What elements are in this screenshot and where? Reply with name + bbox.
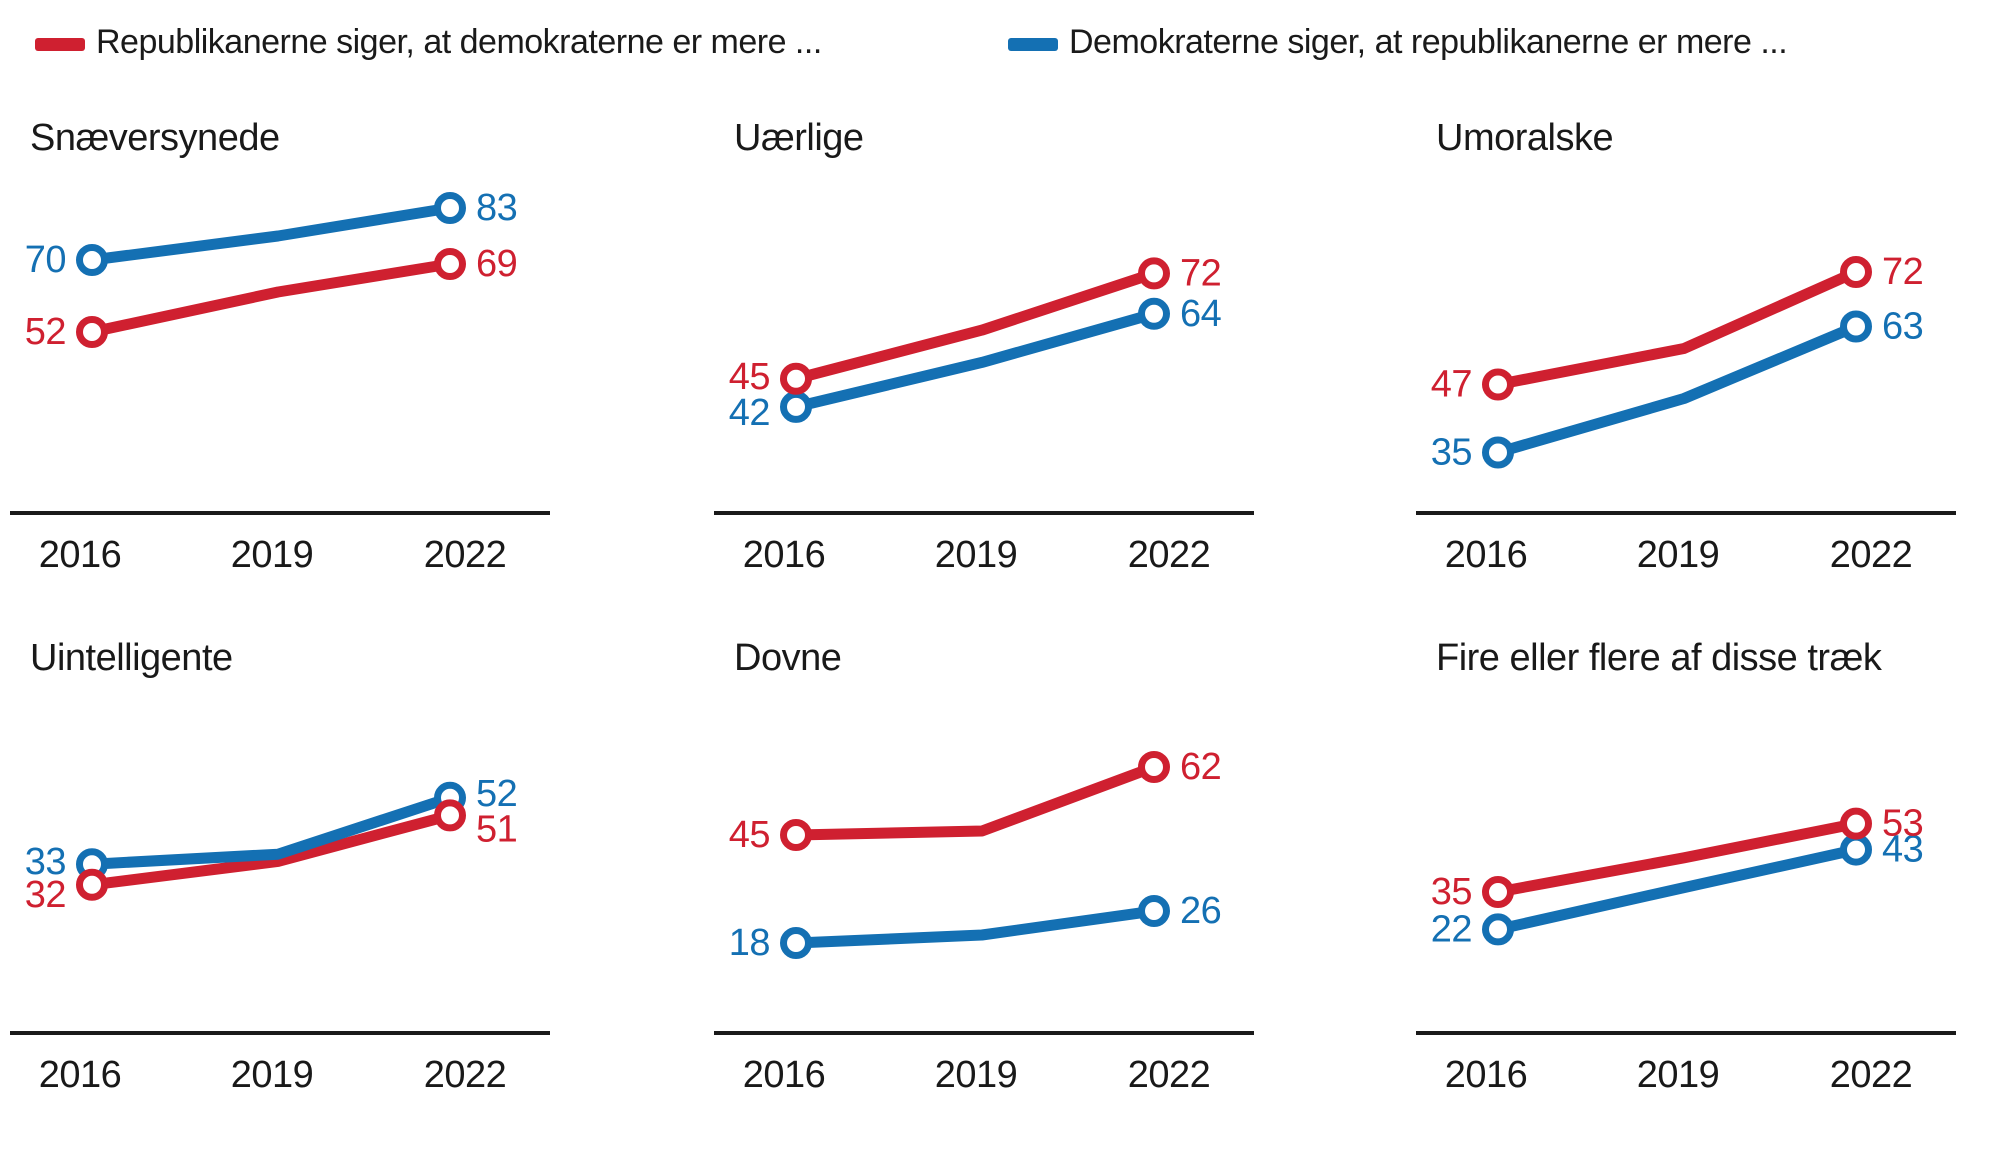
dem-marker-2022 [434, 192, 466, 224]
panel-title-umoralske: Umoralske [1436, 117, 1614, 159]
rep-marker-2022 [1840, 256, 1872, 288]
rep-line [86, 809, 456, 891]
rep-marker-2022 [1138, 751, 1170, 783]
rep-value-label-2022: 69 [476, 243, 517, 285]
rep-marker-2016 [76, 868, 108, 901]
dem-marker-2016 [1482, 913, 1514, 946]
rep-marker-2016 [76, 316, 108, 348]
panel-fire-eller-flere-af-disse-traek: Fire eller flere af disse træk 2016 2019 20… [1416, 615, 1971, 1135]
panel-title-uaerlige: Uærlige [734, 117, 864, 159]
x-tick-2022: 2022 [1128, 534, 1211, 576]
panel-chart-dovne: 2016 2019 2022 18 26 45 62 [714, 746, 1254, 1096]
dem-marker-2016 [76, 244, 108, 276]
dem-value-label-2016: 70 [25, 239, 66, 281]
rep-marker-2016 [1482, 368, 1514, 401]
dem-value-label-2016: 35 [1431, 432, 1472, 474]
panel-title-snaeversynede: Snæversynede [30, 117, 280, 159]
panel-chart-uintelligente: 2016 2019 2022 33 52 32 51 [10, 773, 550, 1096]
dem-marker-2022 [1138, 895, 1170, 927]
panel-title-fire-eller-flere-af-disse-traek: Fire eller flere af disse træk [1436, 637, 1882, 679]
dem-marker-2022 [1840, 310, 1872, 343]
dem-value-label-2016: 33 [25, 841, 66, 883]
rep-value-label-2022: 51 [476, 808, 517, 850]
panel-title-dovne: Dovne [734, 637, 842, 679]
dem-value-label-2016: 18 [729, 922, 770, 964]
x-tick-2016: 2016 [1445, 534, 1528, 576]
rep-value-label-2022: 72 [1882, 251, 1923, 293]
rep-marker-2022 [1138, 257, 1170, 290]
rep-line [790, 267, 1160, 385]
x-tick-2019: 2019 [231, 1054, 314, 1096]
dem-line [86, 792, 456, 870]
panel-uaerlige: Uærlige 2016 2019 2022 42 64 45 72 [714, 95, 1269, 615]
x-tick-2022: 2022 [424, 1054, 507, 1096]
x-tick-2019: 2019 [1637, 534, 1720, 576]
rep-marker-2016 [1482, 876, 1514, 908]
dem-marker-2016 [1482, 436, 1514, 469]
rep-value-label-2016: 47 [1431, 364, 1472, 406]
panel-chart-uaerlige: 2016 2019 2022 42 64 45 72 [714, 252, 1254, 576]
democrats-legend-dash-icon [1008, 38, 1058, 51]
rep-value-label-2016: 32 [25, 874, 66, 916]
panel-chart-snaeversynede: 2016 2019 2022 70 83 52 69 [10, 187, 550, 576]
dem-line [790, 905, 1160, 949]
x-tick-2016: 2016 [743, 1054, 826, 1096]
dem-line [1492, 844, 1862, 935]
x-tick-2022: 2022 [1128, 1054, 1211, 1096]
republicans-legend-label: Republikanerne siger, at demokraterne er… [96, 23, 822, 61]
dem-marker-2016 [780, 927, 812, 959]
rep-marker-2022 [1840, 807, 1872, 840]
rep-value-label-2016: 35 [1431, 871, 1472, 913]
dem-value-label-2016: 42 [729, 392, 770, 434]
democrats-legend-label: Demokraterne siger, at republikanerne er… [1069, 23, 1788, 61]
rep-marker-2016 [780, 819, 812, 851]
republicans-legend-dash-icon [35, 38, 85, 51]
dem-marker-2022 [1138, 297, 1170, 330]
panel-title-uintelligente: Uintelligente [30, 637, 233, 679]
x-tick-2022: 2022 [424, 534, 507, 576]
panel-uintelligente: Uintelligente 2016 2019 2022 33 52 32 51 [10, 615, 565, 1135]
dem-value-label-2022: 64 [1180, 293, 1222, 335]
panel-snaeversynede: Snæversynede 2016 2019 2022 70 83 52 69 [10, 95, 565, 615]
dem-marker-2022 [1840, 833, 1872, 866]
rep-value-label-2022: 62 [1180, 746, 1221, 788]
dem-line [1492, 321, 1862, 458]
rep-line [86, 258, 456, 338]
dem-line [790, 308, 1160, 413]
x-tick-2019: 2019 [231, 534, 314, 576]
rep-line [790, 761, 1160, 841]
dem-value-label-2016: 22 [1431, 908, 1472, 950]
dem-value-label-2022: 43 [1882, 829, 1923, 871]
panel-chart-umoralske: 2016 2019 2022 35 63 47 72 [1416, 251, 1956, 576]
x-tick-2019: 2019 [935, 1054, 1018, 1096]
x-tick-2019: 2019 [935, 534, 1018, 576]
rep-value-label-2022: 72 [1180, 252, 1221, 294]
dem-marker-2016 [780, 390, 812, 423]
x-tick-2016: 2016 [39, 534, 122, 576]
dem-value-label-2022: 83 [476, 187, 517, 229]
rep-marker-2022 [434, 248, 466, 280]
x-tick-2016: 2016 [39, 1054, 122, 1096]
dem-value-label-2022: 63 [1882, 306, 1923, 348]
dem-line [86, 202, 456, 266]
rep-marker-2022 [434, 799, 466, 832]
x-tick-2016: 2016 [743, 534, 826, 576]
panel-umoralske: Umoralske 2016 2019 2022 35 63 47 72 [1416, 95, 1971, 615]
rep-value-label-2016: 52 [25, 311, 66, 353]
rep-value-label-2016: 45 [729, 814, 770, 856]
rep-line [1492, 266, 1862, 390]
x-tick-2019: 2019 [1637, 1054, 1720, 1096]
panel-chart-fire-eller-flere-af-disse-traek: 2016 2019 2022 22 43 35 53 [1416, 803, 1956, 1096]
dem-value-label-2022: 26 [1180, 890, 1221, 932]
panel-dovne: Dovne 2016 2019 2022 18 26 45 62 [714, 615, 1269, 1135]
rep-line [1492, 818, 1862, 898]
rep-marker-2016 [780, 362, 812, 395]
x-tick-2022: 2022 [1830, 1054, 1913, 1096]
x-tick-2022: 2022 [1830, 534, 1913, 576]
x-tick-2016: 2016 [1445, 1054, 1528, 1096]
rep-value-label-2016: 45 [729, 356, 770, 398]
dem-value-label-2022: 52 [476, 773, 517, 815]
rep-value-label-2022: 53 [1882, 803, 1923, 845]
